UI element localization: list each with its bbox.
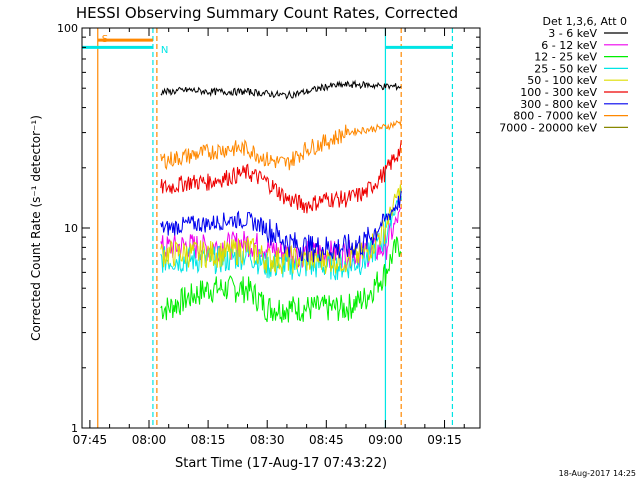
series-800-7000-kev [160,119,402,171]
series-50-100-kev [160,184,402,274]
legend-label-800-7000-kev: 800 - 7000 keV [513,110,597,123]
legend-label-12-25-kev: 12 - 25 keV [534,51,597,64]
x-tick-label: 08:00 [132,433,167,447]
series-12-25-kev [160,236,402,323]
legend-label-300-800-kev: 300 - 800 keV [520,98,597,111]
annotation-s: S [102,34,108,45]
series-300-800-kev [160,191,402,263]
y-axis-label: Corrected Count Rate (s⁻¹ detector⁻¹) [29,115,43,341]
x-tick-label: 07:45 [73,433,108,447]
legend-label-7000-20000-kev: 7000 - 20000 keV [499,121,597,134]
legend-label-3-6-kev: 3 - 6 keV [548,27,597,40]
x-tick-label: 08:30 [250,433,285,447]
x-axis-label: Start Time (17-Aug-17 07:43:22) [175,456,387,471]
x-tick-label: 09:15 [427,433,462,447]
series-100-300-kev [160,140,402,214]
y-tick-label: 1 [71,422,78,435]
legend-title: Det 1,3,6, Att 0 [543,15,627,28]
axes: 1 10 100 07:45 08:00 08:15 08:30 08:45 09:00 09:1… [57,22,480,447]
chart-title: HESSI Observing Summary Count Rates, Cor… [76,4,458,22]
annotation-n: N [161,45,168,56]
plot-area: SN [82,28,454,428]
y-tick-label: 100 [57,22,78,35]
legend-label-6-12-kev: 6 - 12 keV [541,39,597,52]
x-tick-label: 08:15 [191,433,226,447]
legend-label-25-50-kev: 25 - 50 keV [534,62,597,75]
legend-label-100-300-kev: 100 - 300 keV [520,86,597,99]
y-tick-label: 10 [64,222,78,235]
x-tick-label: 09:00 [368,433,403,447]
x-tick-label: 08:45 [309,433,344,447]
legend-label-50-100-kev: 50 - 100 keV [527,74,597,87]
footer-timestamp: 18-Aug-2017 14:25 [559,469,636,478]
series-3-6-kev [160,79,402,100]
